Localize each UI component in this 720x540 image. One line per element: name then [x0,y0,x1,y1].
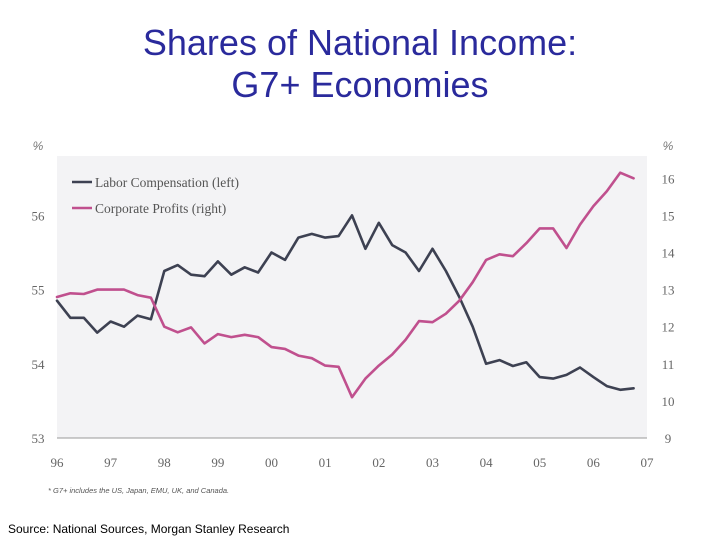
x-tick-label: 00 [265,455,278,470]
x-tick-label: 04 [480,455,494,470]
x-tick-label: 97 [104,455,118,470]
right-axis-unit: % [663,139,674,153]
tick-labels: 53 54 55 56 9 10 11 12 13 14 15 16 96 97 98 99 00 01 02 03 0… [32,171,676,470]
corporate-profits-line [55,171,635,399]
chart-footnote: * G7+ includes the US, Japan, EMU, UK, a… [48,486,229,495]
legend: Labor Compensation (left) Corporate Profi… [72,175,239,216]
left-tick-label: 54 [32,357,46,372]
left-tick-label: 56 [32,208,46,223]
right-tick-label: 11 [662,357,675,372]
labor-compensation-line [55,214,635,392]
slide-title-line-1: Shares of National Income: [142,22,578,63]
left-tick-label: 55 [32,283,45,298]
legend-label: Corporate Profits (right) [95,201,226,216]
slide-title-line-2: G7+ Economies [231,64,489,105]
right-tick-label: 16 [662,171,676,186]
x-tick-label: 99 [211,455,224,470]
x-tick-label: 07 [641,455,655,470]
right-tick-label: 10 [662,394,675,409]
left-tick-label: 53 [32,431,45,446]
x-tick-label: 06 [587,455,601,470]
x-tick-label: 98 [158,455,171,470]
x-tick-label: 01 [319,455,332,470]
source-note: Source: National Sources, Morgan Stanley… [8,522,290,536]
x-tick-label: 05 [533,455,546,470]
right-tick-label: 15 [662,208,675,223]
plot-area [57,156,647,438]
series-lines [55,171,635,399]
right-tick-label: 13 [662,283,675,298]
right-tick-label: 14 [662,245,676,260]
legend-label: Labor Compensation (left) [95,175,239,190]
x-tick-label: 02 [372,455,385,470]
x-tick-label: 96 [51,455,65,470]
left-axis-unit: % [33,139,44,153]
right-tick-label: 12 [662,320,675,335]
slide-title: Shares of National Income: G7+ Economies [0,22,720,106]
x-tick-label: 03 [426,455,439,470]
right-tick-label: 9 [665,431,672,446]
